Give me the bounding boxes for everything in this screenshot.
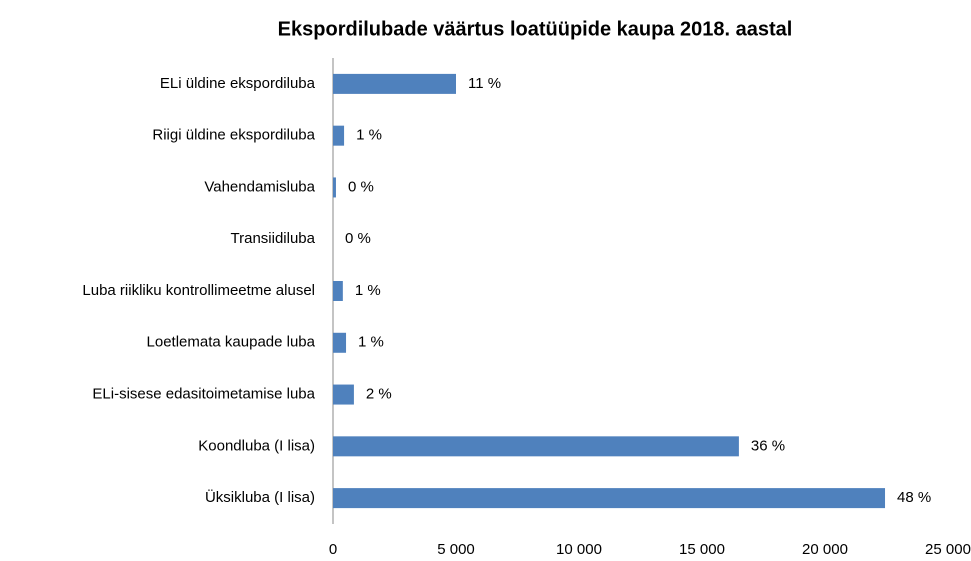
bar bbox=[333, 73, 456, 94]
y-tick-label: ELi üldine ekspordiluba bbox=[160, 75, 316, 92]
value-label: 0 % bbox=[348, 178, 374, 195]
value-label: 36 % bbox=[751, 437, 785, 454]
y-tick-label: Koondluba (I lisa) bbox=[198, 437, 315, 454]
value-label: 48 % bbox=[897, 489, 931, 506]
bar bbox=[333, 332, 347, 353]
value-label: 1 % bbox=[355, 282, 381, 299]
value-label: 2 % bbox=[366, 386, 392, 403]
y-tick-label: Vahendamisluba bbox=[204, 178, 315, 195]
bar bbox=[333, 125, 345, 146]
x-tick-label: 15 000 bbox=[679, 541, 725, 558]
x-tick-label: 25 000 bbox=[925, 541, 971, 558]
x-tick-label: 10 000 bbox=[556, 541, 602, 558]
bar bbox=[333, 281, 343, 301]
x-tick-label: 5 000 bbox=[437, 541, 475, 558]
bar bbox=[333, 436, 739, 457]
y-tick-label: ELi-sisese edasitoimetamise luba bbox=[92, 386, 315, 403]
bar bbox=[333, 177, 336, 198]
x-tick-label: 0 bbox=[329, 541, 337, 558]
bar bbox=[333, 384, 354, 405]
value-label: 0 % bbox=[345, 230, 371, 247]
y-tick-label: Luba riikliku kontrollimeetme alusel bbox=[82, 282, 315, 299]
bar bbox=[333, 488, 886, 509]
y-tick-label: Loetlemata kaupade luba bbox=[147, 334, 316, 351]
y-tick-label: Transiidiluba bbox=[231, 230, 316, 247]
y-tick-label: Riigi üldine ekspordiluba bbox=[152, 127, 315, 144]
value-label: 1 % bbox=[358, 334, 384, 351]
value-label: 1 % bbox=[356, 127, 382, 144]
y-tick-label: Üksikluba (I lisa) bbox=[205, 488, 315, 506]
chart-title: Ekspordilubade väärtus loatüüpide kaupa … bbox=[278, 18, 793, 40]
x-tick-label: 20 000 bbox=[802, 541, 848, 558]
value-label: 11 % bbox=[468, 75, 501, 92]
